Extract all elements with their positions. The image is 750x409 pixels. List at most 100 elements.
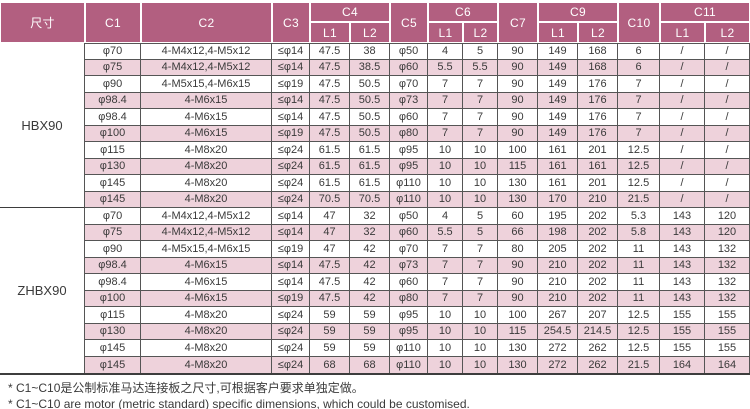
data-cell: 132 [705, 274, 750, 291]
data-cell: φ100 [85, 125, 141, 142]
data-cell: φ130 [85, 323, 141, 340]
data-cell: / [705, 43, 750, 60]
data-cell: 5 [463, 224, 498, 241]
data-cell: 68 [310, 356, 350, 373]
column-header-c11: C11 [660, 2, 750, 22]
data-cell: φ75 [85, 224, 141, 241]
size-column-header: 尺寸 [0, 2, 85, 43]
data-cell: 176 [578, 92, 618, 109]
data-cell: 132 [705, 241, 750, 258]
data-cell: φ95 [390, 142, 428, 159]
data-cell: φ110 [390, 340, 428, 357]
data-cell: 132 [705, 257, 750, 274]
data-cell: φ145 [85, 175, 141, 192]
data-cell: 47.5 [310, 76, 350, 93]
data-cell: φ70 [390, 241, 428, 258]
data-cell: 47.5 [310, 257, 350, 274]
data-cell: 7 [618, 76, 660, 93]
data-cell: 11 [618, 274, 660, 291]
data-cell: φ145 [85, 191, 141, 208]
data-cell: 143 [660, 241, 705, 258]
data-cell: 61.5 [310, 175, 350, 192]
data-cell: 4-M8x20 [141, 175, 272, 192]
data-cell: 210 [538, 257, 578, 274]
data-cell: 42 [350, 290, 390, 307]
data-cell: 202 [578, 290, 618, 307]
data-cell: 195 [538, 208, 578, 225]
data-cell: 214.5 [578, 323, 618, 340]
data-cell: 100 [498, 307, 538, 324]
data-cell: 4-M6x15 [141, 109, 272, 126]
data-cell: 32 [350, 208, 390, 225]
sub-header-c6-l1: L1 [428, 22, 463, 43]
data-cell: 4-M8x20 [141, 158, 272, 175]
data-cell: φ70 [85, 43, 141, 60]
footnote-zh: * C1~C10是公制标准马达连接板之尺寸,可根据客户要求单独定做。 [8, 381, 364, 395]
data-cell: 262 [578, 356, 618, 373]
data-cell: 155 [660, 307, 705, 324]
data-cell: 21.5 [618, 191, 660, 208]
data-cell: 61.5 [310, 142, 350, 159]
data-cell: φ50 [390, 208, 428, 225]
data-cell: φ100 [85, 290, 141, 307]
data-cell: ≤φ14 [272, 257, 310, 274]
data-cell: 90 [498, 109, 538, 126]
data-cell: 10 [463, 356, 498, 373]
data-cell: 149 [538, 43, 578, 60]
sub-header-c11-l2: L2 [705, 22, 750, 43]
data-cell: / [660, 92, 705, 109]
data-cell: φ145 [85, 340, 141, 357]
data-cell: ≤φ14 [272, 208, 310, 225]
data-cell: 267 [538, 307, 578, 324]
data-cell: 210 [578, 191, 618, 208]
data-cell: 47 [310, 241, 350, 258]
data-cell: 10 [428, 356, 463, 373]
data-cell: 47 [310, 224, 350, 241]
data-cell: ≤φ24 [272, 158, 310, 175]
data-cell: 10 [428, 323, 463, 340]
data-cell: 7 [463, 290, 498, 307]
data-cell: / [705, 109, 750, 126]
data-cell: 210 [538, 274, 578, 291]
column-header-c5: C5 [390, 2, 428, 43]
data-cell: 4-M6x15 [141, 92, 272, 109]
data-cell: ≤φ19 [272, 125, 310, 142]
data-cell: 4-M8x20 [141, 356, 272, 373]
data-cell: φ95 [390, 323, 428, 340]
data-cell: 254.5 [538, 323, 578, 340]
data-cell: 7 [463, 109, 498, 126]
data-cell: ≤φ24 [272, 191, 310, 208]
data-cell: 10 [463, 142, 498, 159]
data-cell: 80 [498, 241, 538, 258]
data-cell: 47.5 [310, 274, 350, 291]
data-cell: 7 [618, 125, 660, 142]
data-cell: 115 [498, 323, 538, 340]
data-cell: φ70 [85, 208, 141, 225]
data-cell: 202 [578, 224, 618, 241]
data-cell: / [660, 191, 705, 208]
data-cell: 90 [498, 290, 538, 307]
data-cell: 50.5 [350, 109, 390, 126]
data-cell: ≤φ24 [272, 323, 310, 340]
data-cell: 272 [538, 356, 578, 373]
data-cell: ≤φ19 [272, 290, 310, 307]
data-cell: 130 [498, 191, 538, 208]
footnote-en: * C1~C10 are motor (metric standard) spe… [8, 396, 470, 409]
data-cell: 161 [538, 175, 578, 192]
data-cell: 90 [498, 59, 538, 76]
data-cell: 120 [705, 224, 750, 241]
data-cell: / [660, 125, 705, 142]
data-cell: ≤φ14 [272, 274, 310, 291]
data-cell: 7 [463, 125, 498, 142]
data-cell: 47.5 [310, 59, 350, 76]
data-cell: 201 [578, 175, 618, 192]
data-cell: 68 [350, 356, 390, 373]
data-cell: 61.5 [310, 158, 350, 175]
data-cell: 5.5 [463, 59, 498, 76]
sub-header-c9-l2: L2 [578, 22, 618, 43]
data-cell: φ90 [85, 76, 141, 93]
data-cell: 59 [310, 307, 350, 324]
sub-header-c4-l1: L1 [310, 22, 350, 43]
data-cell: φ98.4 [85, 92, 141, 109]
